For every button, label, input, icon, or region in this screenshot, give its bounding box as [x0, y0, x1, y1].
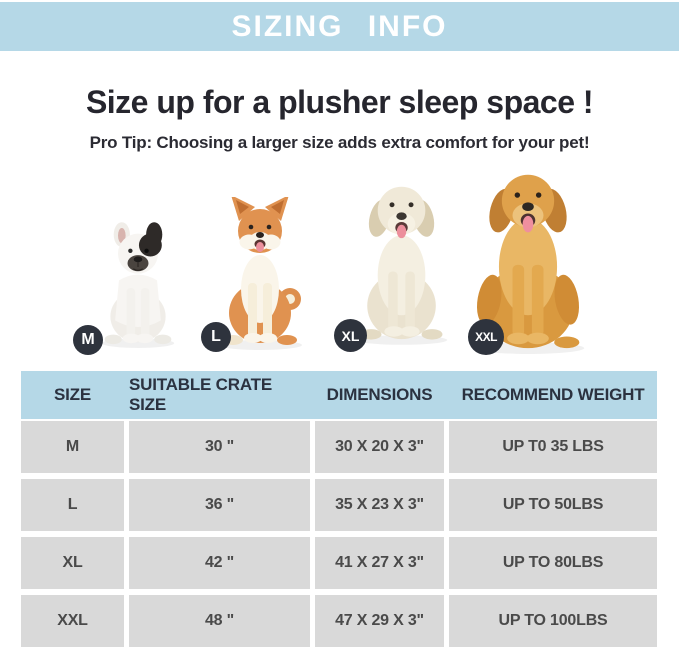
labrador-retriever-illustration — [355, 186, 448, 345]
dog-figure-m — [98, 222, 178, 352]
french-bulldog-illustration — [101, 222, 175, 348]
page-title: Size up for a plusher sleep space ! — [85, 84, 594, 120]
table-cell: UP T0 35 LBS — [449, 421, 657, 473]
table-cell: XXL — [21, 595, 124, 647]
table-body: M 30 " 30 X 20 X 3" UP T0 35 LBS L 36 " … — [21, 421, 657, 647]
table-cell: 48 " — [129, 595, 310, 647]
size-badge-m: M — [73, 325, 103, 355]
table-cell: 47 X 29 X 3" — [315, 595, 444, 647]
header-cell-crate-size: SUITABLE CRATE SIZE — [129, 375, 272, 414]
header-cell-dimensions: DIMENSIONS — [326, 385, 433, 404]
table-cell: UP TO 50LBS — [449, 479, 657, 531]
table-cell: 30 X 20 X 3" — [315, 421, 444, 473]
table-cell: 41 X 27 X 3" — [315, 537, 444, 589]
table-cell: 36 " — [129, 479, 310, 531]
table-cell: 35 X 23 X 3" — [315, 479, 444, 531]
table-row-xxl: XXL 48 " 47 X 29 X 3" UP TO 100LBS — [21, 595, 657, 647]
table-row-xl: XL 42 " 41 X 27 X 3" UP TO 80LBS — [21, 537, 657, 589]
table-row-l: L 36 " 35 X 23 X 3" UP TO 50LBS — [21, 479, 657, 531]
size-badge-xxl: XXL — [468, 319, 504, 355]
pro-tip-subtitle: Pro Tip: Choosing a larger size adds ext… — [89, 133, 590, 152]
table-cell: 42 " — [129, 537, 310, 589]
header-cell-size: SIZE — [54, 385, 91, 404]
table-cell: UP TO 100LBS — [449, 595, 657, 647]
size-badge-l: L — [201, 322, 231, 352]
dog-figure-xxl — [466, 164, 590, 354]
table-row-m: M 30 " 30 X 20 X 3" UP T0 35 LBS — [21, 421, 657, 473]
golden-retriever-illustration — [471, 174, 585, 354]
table-cell: UP TO 80LBS — [449, 537, 657, 589]
banner: SIZING INFO — [0, 2, 679, 51]
dog-figure-xl — [352, 172, 452, 350]
table-cell: M — [21, 421, 124, 473]
table-cell: XL — [21, 537, 124, 589]
table-header-row: SIZE SUITABLE CRATE SIZE DIMENSIONS RECO… — [21, 371, 657, 419]
banner-title: SIZING INFO — [231, 9, 448, 43]
table-cell: 30 " — [129, 421, 310, 473]
size-badge-xl: XL — [334, 319, 367, 352]
header-cell-weight: RECOMMEND WEIGHT — [461, 385, 645, 404]
dogs-row: M L XL XXL — [0, 168, 679, 362]
table-cell: L — [21, 479, 124, 531]
size-table: SIZE SUITABLE CRATE SIZE DIMENSIONS RECO… — [21, 371, 657, 647]
